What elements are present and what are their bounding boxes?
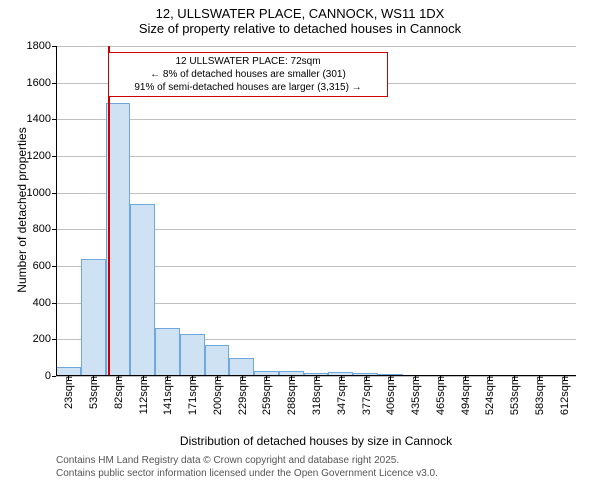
x-tick-label: 612sqm bbox=[557, 376, 571, 415]
annotation-line-3: 91% of semi-detached houses are larger (… bbox=[115, 81, 381, 94]
plot-area: 02004006008001000120014001600180023sqm53… bbox=[56, 46, 576, 376]
gridline bbox=[56, 193, 576, 194]
x-axis-label: Distribution of detached houses by size … bbox=[56, 434, 576, 448]
x-axis-line bbox=[56, 375, 576, 376]
y-tick-mark bbox=[52, 376, 56, 377]
x-tick-label: 494sqm bbox=[458, 376, 472, 415]
x-tick-label: 23sqm bbox=[61, 376, 75, 409]
x-tick-label: 112sqm bbox=[136, 376, 150, 414]
gridline bbox=[56, 119, 576, 120]
x-tick-label: 229sqm bbox=[235, 376, 249, 415]
x-tick-label: 259sqm bbox=[259, 376, 273, 415]
title-line-1: 12, ULLSWATER PLACE, CANNOCK, WS11 1DX bbox=[0, 6, 600, 21]
chart-titles: 12, ULLSWATER PLACE, CANNOCK, WS11 1DX S… bbox=[0, 0, 600, 36]
title-line-2: Size of property relative to detached ho… bbox=[0, 21, 600, 36]
x-tick-label: 200sqm bbox=[210, 376, 224, 415]
footer-line-2: Contains public sector information licen… bbox=[56, 467, 438, 480]
x-tick-label: 141sqm bbox=[160, 376, 174, 415]
x-tick-label: 288sqm bbox=[284, 376, 298, 415]
histogram-bar bbox=[229, 358, 254, 376]
histogram-bar bbox=[180, 334, 205, 376]
histogram-bar bbox=[81, 259, 106, 376]
annotation-box: 12 ULLSWATER PLACE: 72sqm← 8% of detache… bbox=[108, 52, 388, 97]
y-axis-label: Number of detached properties bbox=[15, 110, 29, 310]
y-axis-line bbox=[56, 46, 57, 376]
x-tick-label: 465sqm bbox=[433, 376, 447, 415]
histogram-bar bbox=[130, 204, 155, 376]
footer-line-1: Contains HM Land Registry data © Crown c… bbox=[56, 454, 438, 467]
gridline bbox=[56, 156, 576, 157]
x-tick-label: 524sqm bbox=[482, 376, 496, 415]
annotation-line-2: ← 8% of detached houses are smaller (301… bbox=[115, 68, 381, 81]
chart-container: 12, ULLSWATER PLACE, CANNOCK, WS11 1DX S… bbox=[0, 0, 600, 500]
x-tick-label: 406sqm bbox=[383, 376, 397, 415]
histogram-bar bbox=[205, 345, 230, 376]
x-tick-label: 583sqm bbox=[532, 376, 546, 415]
x-tick-label: 347sqm bbox=[334, 376, 348, 415]
x-tick-label: 435sqm bbox=[408, 376, 422, 415]
annotation-line-1: 12 ULLSWATER PLACE: 72sqm bbox=[115, 55, 381, 68]
x-tick-label: 171sqm bbox=[185, 376, 199, 415]
footer-credits: Contains HM Land Registry data © Crown c… bbox=[56, 454, 438, 480]
x-tick-label: 318sqm bbox=[309, 376, 323, 415]
x-tick-label: 553sqm bbox=[507, 376, 521, 415]
x-tick-label: 53sqm bbox=[86, 376, 100, 409]
histogram-bar bbox=[155, 328, 180, 376]
gridline bbox=[56, 46, 576, 47]
x-tick-label: 82sqm bbox=[111, 376, 125, 409]
x-tick-label: 377sqm bbox=[359, 376, 373, 415]
